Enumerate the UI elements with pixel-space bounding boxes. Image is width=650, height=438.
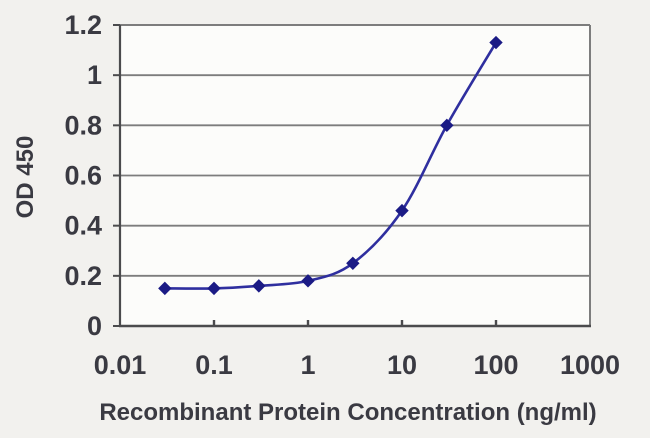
data-point-3	[346, 256, 360, 270]
data-point-0.3	[252, 279, 266, 293]
data-point-30	[440, 118, 454, 133]
x-axis-title: Recombinant Protein Concentration (ng/ml…	[99, 399, 596, 426]
x-tick-label-1: 1	[300, 350, 315, 380]
x-tick-label-1000: 1000	[560, 350, 620, 380]
x-axis-tick-labels: 0.01 0.1 1 10 100 1000	[94, 350, 620, 380]
y-axis-tick-labels: 0 0.2 0.4 0.6 0.8 1 1.2	[64, 10, 102, 341]
data-point-10	[395, 203, 409, 218]
y-tick-label-0.4: 0.4	[64, 211, 102, 241]
y-tick-label-0.6: 0.6	[64, 161, 102, 191]
data-point-0.03	[158, 281, 172, 296]
data-point-100	[489, 35, 503, 50]
y-tick-label-0.8: 0.8	[64, 110, 102, 140]
gridlines	[120, 74, 590, 277]
data-point-0.1	[207, 281, 221, 296]
y-axis-title: OD 450	[12, 136, 39, 219]
x-tick-label-0.1: 0.1	[195, 350, 233, 380]
y-tick-label-1.2: 1.2	[64, 10, 102, 40]
y-tick-label-1: 1	[87, 60, 102, 90]
data-point-1	[301, 274, 315, 288]
x-axis-ticks	[212, 320, 498, 325]
x-tick-label-10: 10	[387, 350, 417, 380]
y-tick-label-0.2: 0.2	[64, 261, 102, 291]
y-tick-label-0: 0	[87, 311, 102, 341]
x-tick-label-100: 100	[473, 350, 518, 380]
x-tick-label-0.01: 0.01	[94, 350, 147, 380]
series-group	[158, 35, 503, 296]
y-axis-ticks	[113, 24, 120, 327]
